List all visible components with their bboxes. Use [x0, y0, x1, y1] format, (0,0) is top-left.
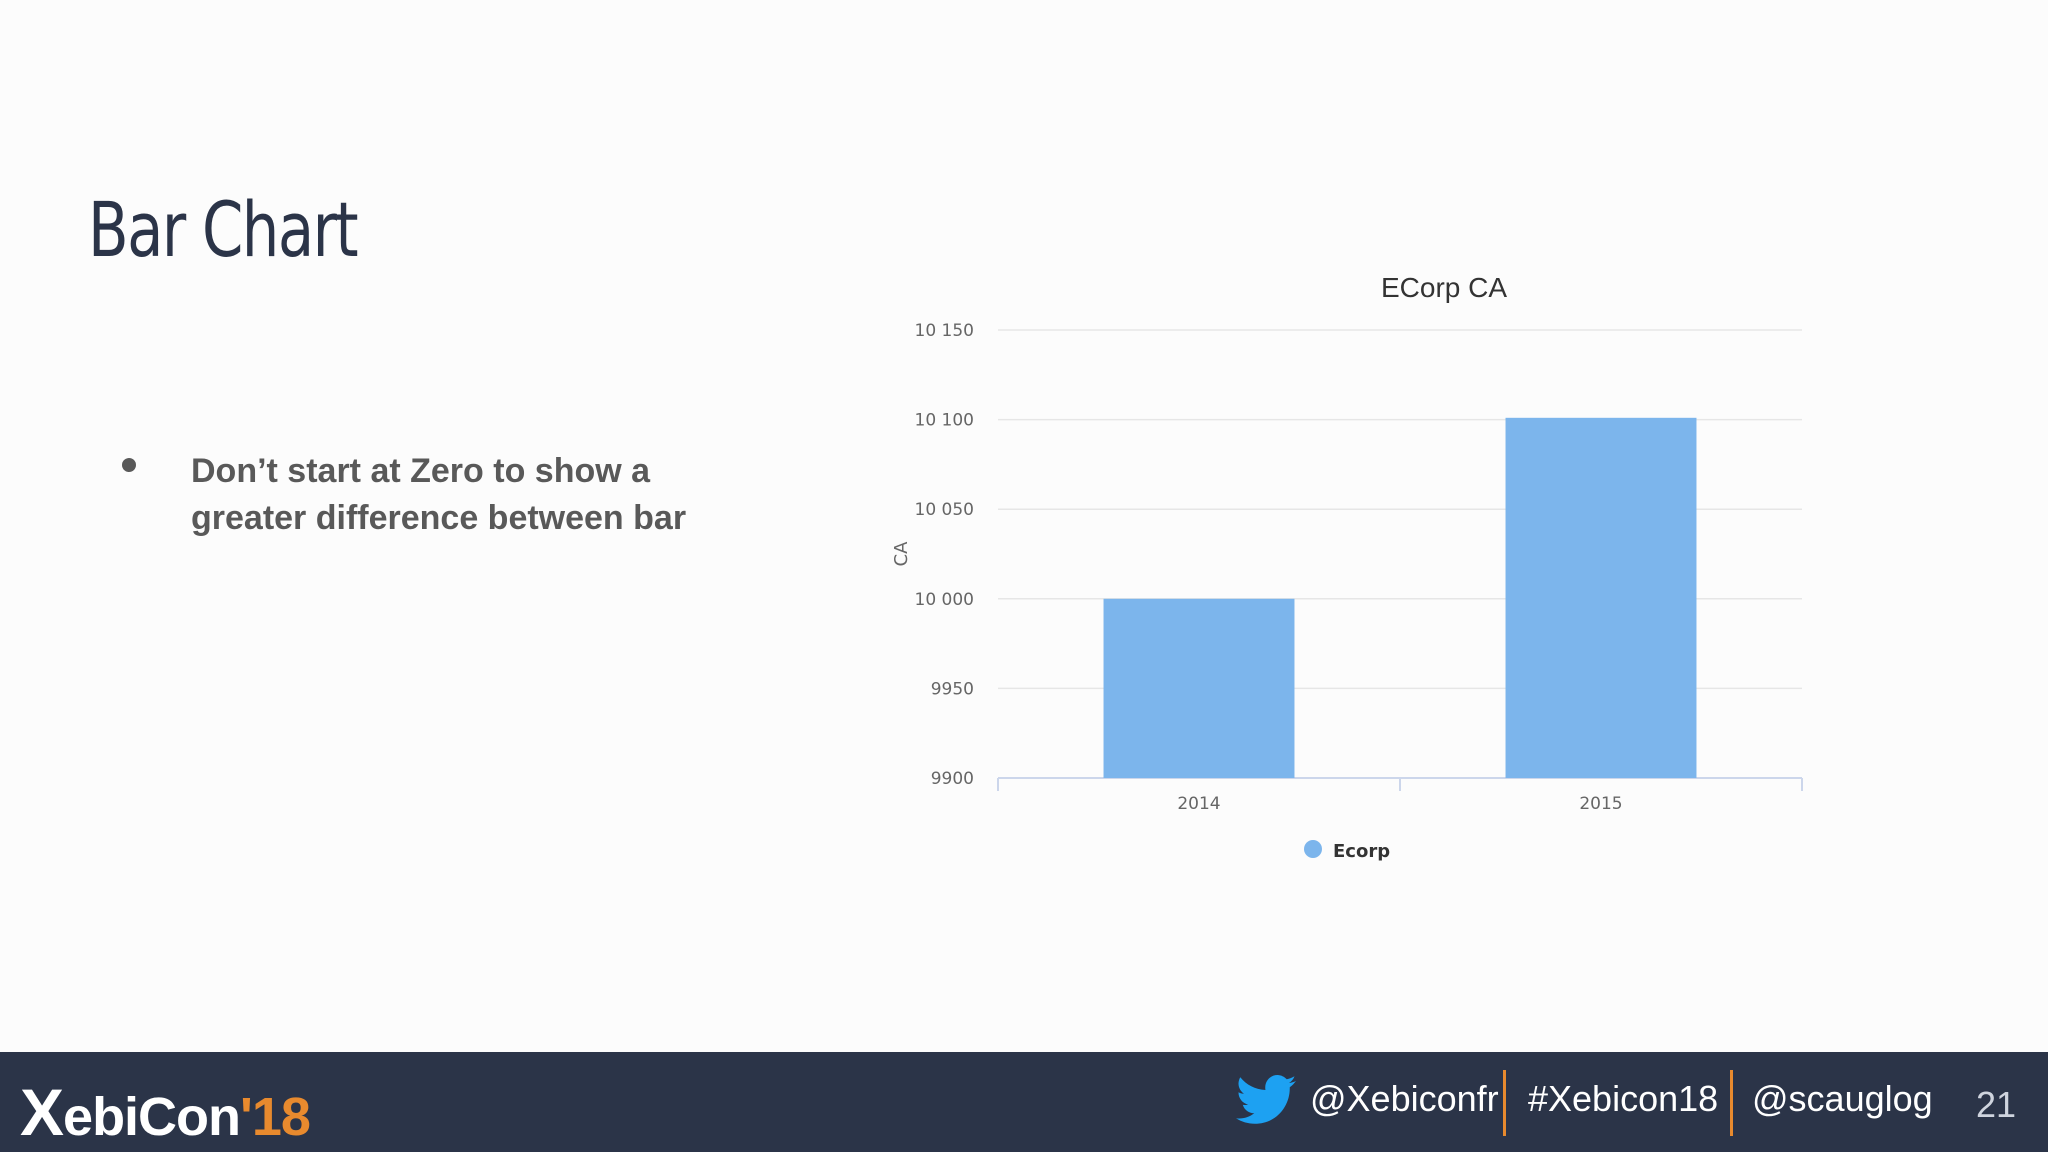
chart-title: ECorp CA: [1381, 272, 1507, 303]
y-axis-label: CA: [891, 541, 912, 567]
speaker-handle-link[interactable]: @scauglog: [1752, 1078, 1933, 1119]
y-tick-label: 9950: [931, 679, 974, 699]
footer-bar: XebiCon'18 @Xebiconfr #Xebicon18 @scaugl…: [0, 1052, 2048, 1152]
logo-year: '18: [240, 1087, 311, 1147]
x-tick-label: 2015: [1579, 794, 1622, 814]
logo-x: X: [20, 1075, 64, 1149]
logo-text: ebiCon: [63, 1087, 241, 1147]
bar-chart: ECorp CA 9900 9950 10 000 10 050 10 100 10 150…: [891, 272, 1803, 862]
y-tick-label: 10 000: [915, 590, 974, 610]
hashtag-link[interactable]: #Xebicon18: [1528, 1078, 1719, 1119]
legend-label: Ecorp: [1333, 841, 1390, 862]
footer-divider: [1503, 1070, 1506, 1136]
x-tick-label: 2014: [1177, 794, 1220, 814]
y-tick-label: 10 050: [915, 500, 974, 520]
y-tick-label: 10 150: [915, 321, 974, 341]
bullet-icon: [122, 458, 136, 472]
bar-2015: [1505, 417, 1697, 778]
page-number: 21: [1976, 1084, 2017, 1125]
y-tick-label: 10 100: [915, 411, 974, 431]
legend-marker: [1304, 840, 1322, 858]
bullet-text: Don’t start at Zero to show a greater di…: [191, 452, 687, 537]
slide-title: Bar Chart: [88, 185, 359, 274]
twitter-bird-icon: [1236, 1075, 1296, 1124]
twitter-handle-link[interactable]: @Xebiconfr: [1310, 1078, 1499, 1119]
y-tick-label: 9900: [931, 769, 974, 789]
xebicon-logo: XebiCon'18: [20, 1074, 311, 1150]
bar-2014: [1103, 598, 1295, 778]
footer-divider: [1730, 1070, 1733, 1136]
